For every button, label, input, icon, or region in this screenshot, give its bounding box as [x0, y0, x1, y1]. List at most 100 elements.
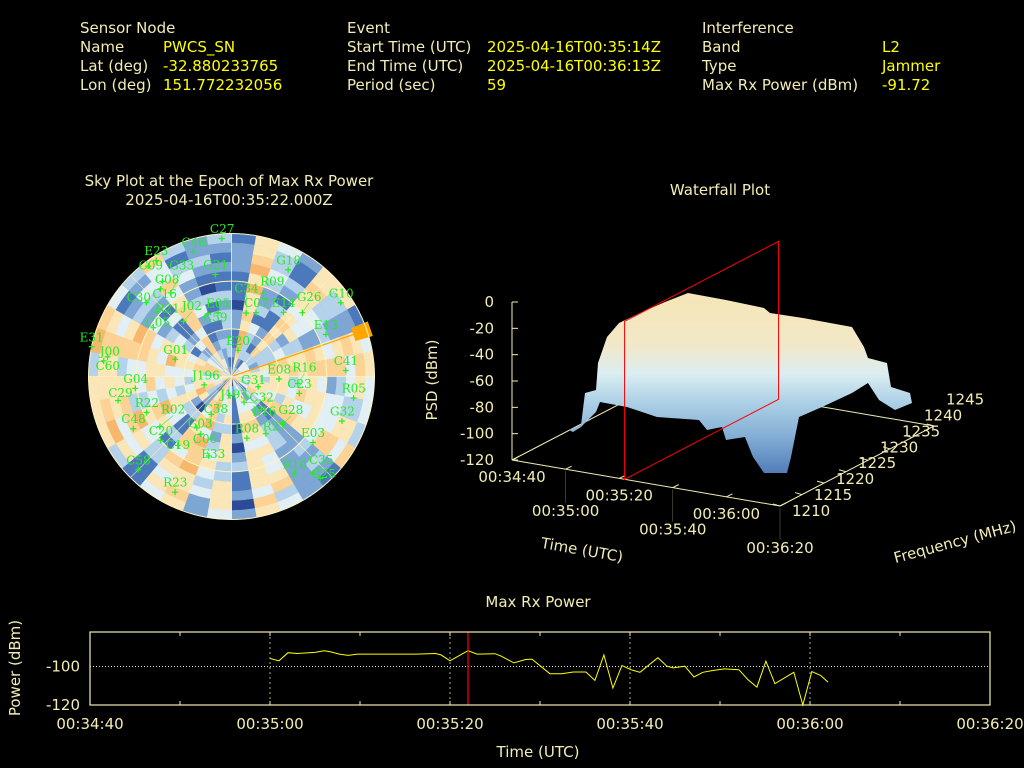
- satellite-marker-icon: [235, 347, 242, 354]
- type-value: Jammer: [882, 57, 941, 75]
- satellite-label: E33: [201, 447, 225, 461]
- satellite-label: E13: [314, 318, 338, 332]
- time-tick: [565, 465, 572, 470]
- max-power-trace: [269, 650, 829, 707]
- satellite-label: C58: [126, 453, 150, 467]
- frequency-tick-label: 1225: [858, 454, 896, 472]
- satellite-marker-icon: [150, 324, 157, 331]
- time-tick-label: 00:36:20: [746, 539, 813, 557]
- satellite-marker-icon: [197, 431, 204, 438]
- lat-label: Lat (deg): [80, 57, 149, 75]
- satellite-leader-line: [170, 271, 182, 294]
- satellite-marker-icon: [167, 289, 174, 296]
- lat-value: -32.880233765: [163, 57, 279, 75]
- psd-tick-label: -120: [460, 451, 494, 469]
- time-tick-label: 00:34:40: [56, 715, 123, 733]
- satellite-marker-icon: [157, 437, 164, 444]
- frequency-tick-label: 1230: [880, 438, 918, 456]
- satellite-marker-icon: [243, 435, 250, 442]
- satellite-marker-icon: [174, 442, 181, 449]
- satellite-label: C27: [210, 222, 234, 236]
- time-tick-label: 00:35:00: [532, 502, 599, 520]
- satellite-marker-icon: [276, 375, 283, 382]
- satellite-leader-line: [159, 415, 174, 427]
- satellite-marker-icon: [193, 424, 200, 431]
- satellite-label: R16: [292, 361, 316, 375]
- satellite-marker-icon: [145, 263, 152, 270]
- satellite-marker-icon: [104, 353, 111, 360]
- time-tick-label: 00:35:20: [416, 715, 483, 733]
- satellite-marker-icon: [226, 392, 233, 399]
- satellite-leader-line: [297, 373, 305, 384]
- time-tick-label: 00:36:00: [776, 715, 843, 733]
- psd-tick-label: -40: [470, 346, 495, 364]
- time-tick-label: 00:35:00: [236, 715, 303, 733]
- frequency-tick: [860, 457, 869, 461]
- satellite-label: E20: [226, 334, 250, 348]
- end-time-label: End Time (UTC): [347, 57, 464, 75]
- satellite-marker-icon: [296, 390, 303, 397]
- max-power-value: -91.72: [882, 76, 931, 94]
- satellite-marker-icon: [337, 299, 344, 306]
- satellite-label: C29: [108, 386, 132, 400]
- satellite-marker-icon: [338, 418, 345, 425]
- satellite-marker-icon: [294, 380, 301, 387]
- start-time-label: Start Time (UTC): [347, 38, 472, 56]
- satellite-label: C06: [193, 432, 217, 446]
- frequency-tick-label: 1220: [836, 470, 874, 488]
- satellite-marker-icon: [205, 452, 212, 459]
- satellite-label: G04: [123, 372, 148, 386]
- frequency-tick: [904, 434, 913, 438]
- satellite-label: J02: [180, 299, 202, 313]
- psd-tick-label: -20: [470, 319, 495, 337]
- start-time-value: 2025-04-16T00:35:14Z: [487, 38, 661, 56]
- satellite-label: C38: [204, 402, 228, 416]
- satellite-leader-line: [183, 311, 193, 322]
- psd-surface: [569, 293, 912, 473]
- satellite-label: G01: [163, 343, 188, 357]
- satellite-label: G03: [188, 417, 213, 431]
- sky-plot-title: Sky Plot at the Epoch of Max Rx Power: [84, 172, 374, 190]
- satellite-label: G33: [169, 258, 194, 272]
- satellite-label: E05: [206, 296, 230, 310]
- power-chart-xlabel: Time (UTC): [496, 743, 580, 761]
- satellite-marker-icon: [100, 357, 107, 364]
- frequency-tick: [882, 446, 891, 450]
- time-tick-label: 00:35:20: [586, 486, 653, 504]
- satellite-marker-icon: [156, 423, 163, 430]
- sensor-node-title: Sensor Node: [80, 19, 176, 37]
- frequency-tick: [926, 423, 935, 427]
- satellite-marker-icon: [130, 425, 137, 432]
- frequency-tick: [816, 480, 825, 484]
- satellite-marker-icon: [218, 235, 225, 242]
- satellite-label: E03: [301, 426, 325, 440]
- satellite-label: C08: [155, 273, 179, 287]
- satellite-label: E23: [144, 244, 168, 258]
- satellite-marker-icon: [350, 395, 357, 402]
- satellite-label: R08: [235, 422, 259, 436]
- satellite-label: R05: [342, 382, 366, 396]
- satellite-label: C60: [96, 359, 120, 373]
- satellite-label: J196: [190, 368, 220, 382]
- frequency-tick-label: 1235: [902, 422, 940, 440]
- name-value: PWCS_SN: [163, 38, 236, 56]
- time-tick-label: 00:36:00: [693, 505, 760, 523]
- frequency-tick: [772, 503, 781, 507]
- satellite-leaders: [159, 271, 322, 475]
- time-tick: [779, 502, 787, 507]
- azimuth-gridline: [130, 275, 333, 478]
- satellite-marker-icon: [190, 248, 197, 255]
- satellite-label: R02: [161, 403, 185, 417]
- satellite-marker-icon: [180, 318, 187, 325]
- satellite-marker-icon: [135, 466, 142, 473]
- satellite-label: E08: [267, 363, 291, 377]
- satellite-label: R22: [135, 396, 159, 410]
- satellite-label: R10: [283, 457, 307, 471]
- satellite-marker-icon: [280, 309, 287, 316]
- name-label: Name: [80, 38, 125, 56]
- satellite-label: G21: [203, 258, 228, 272]
- satellite-marker-icon: [154, 308, 161, 315]
